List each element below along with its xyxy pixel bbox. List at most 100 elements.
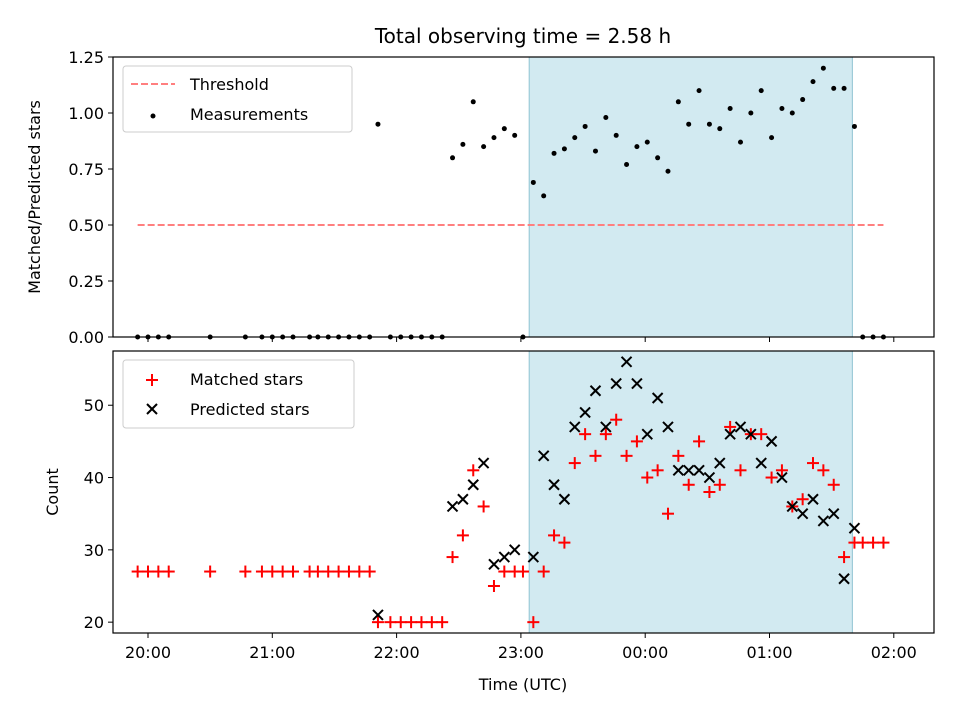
matched-star-point (446, 551, 459, 564)
predicted-star-point (807, 493, 819, 505)
predicted-star-point (828, 507, 840, 520)
matched-star-point (867, 536, 880, 549)
bottom-legend: Matched stars Predicted stars (122, 359, 355, 429)
measurement-point (551, 150, 557, 156)
predicted-star-point (488, 558, 500, 571)
matched-star-point (796, 493, 809, 506)
top-y-axis-label: Matched/Predicted stars (25, 100, 44, 294)
top-axes-frame (112, 56, 935, 338)
measurement-point (769, 135, 775, 141)
measurement-point (582, 123, 588, 129)
predicted-star-point (620, 356, 633, 368)
measurement-point (530, 179, 536, 185)
top-observing-window (528, 56, 853, 338)
matched-star-point (827, 478, 840, 491)
predicted-star-point (372, 609, 384, 621)
predicted-star-point (682, 464, 695, 477)
predicted-star-point (446, 500, 459, 513)
matched-star-point (734, 464, 747, 477)
legend-matched-label: Matched stars (190, 370, 303, 389)
legend-predicted-label: Predicted stars (190, 400, 310, 419)
measurement-point (665, 168, 671, 174)
matched-star-point (276, 565, 289, 578)
predicted-star-point (672, 464, 685, 477)
matched-star-point (537, 565, 550, 578)
bottom-axes-frame (112, 350, 935, 634)
measurement-point (491, 135, 497, 141)
matched-star-point (204, 565, 217, 578)
predicted-star-point (651, 392, 664, 404)
measurement-point (779, 106, 785, 112)
predicted-star-point (569, 421, 581, 433)
predicted-star-point (467, 479, 479, 491)
matched-star-point (322, 565, 335, 578)
matched-star-point (672, 449, 685, 462)
measurement-point (706, 121, 712, 127)
measurement-point (644, 139, 650, 145)
x-tick-label: 01:00 (746, 643, 792, 662)
x-tick-label: 02:00 (871, 643, 917, 662)
matched-star-point (620, 449, 633, 462)
measurement-point (541, 193, 547, 199)
bottom-y-axis-label: Count (43, 468, 62, 516)
x-tick-label: 21:00 (249, 643, 295, 662)
matched-star-point (363, 565, 376, 578)
matched-star-point (703, 486, 716, 498)
predicted-star-point (498, 551, 511, 563)
matched-star-point (353, 565, 366, 578)
matched-star-point (661, 507, 674, 520)
matched-star-point (487, 580, 500, 592)
predicted-star-point (838, 573, 850, 585)
measurement-point (820, 65, 826, 71)
legend-measurements-label: Measurements (190, 105, 308, 124)
measurement-point (512, 132, 518, 138)
measurement-point (841, 85, 847, 91)
matched-star-point (651, 464, 664, 477)
matched-star-point (142, 565, 154, 578)
predicted-star-point (745, 428, 757, 440)
matched-star-point (405, 616, 418, 629)
matched-star-point (693, 435, 706, 448)
top-y-tick-label: 0.75 (68, 160, 104, 179)
predicted-star-point (477, 457, 490, 469)
matched-star-point (255, 565, 268, 578)
matched-star-point (131, 565, 144, 578)
matched-star-point (765, 471, 778, 484)
matched-star-point (610, 413, 623, 426)
matched-star-point (558, 536, 571, 549)
predicted-star-point (817, 515, 830, 527)
chart-title: Total observing time = 2.58 h (374, 24, 671, 48)
predicted-star-point (755, 457, 767, 469)
measurement-point (831, 85, 837, 91)
predicted-star-point (714, 457, 726, 469)
x-tick-label: 22:00 (374, 643, 420, 662)
bottom-y-tick-label: 50 (84, 396, 104, 415)
measurement-point (634, 144, 640, 150)
top-y-tick-label: 1.25 (68, 48, 104, 67)
matched-star-point (436, 616, 449, 629)
measurement-point (696, 88, 702, 94)
matched-star-point (527, 616, 540, 629)
predicted-star-point (765, 435, 778, 448)
x-tick-label: 23:00 (498, 643, 544, 662)
matched-star-point (384, 616, 397, 629)
measurement-point (789, 110, 795, 116)
matched-star-point (332, 565, 345, 578)
measurement-point (810, 79, 816, 85)
top-y-tick-label: 0.25 (68, 272, 104, 291)
measurement-point (655, 155, 661, 161)
predicted-star-point (776, 471, 788, 484)
legend-predicted-swatch (146, 403, 158, 415)
matched-star-point (498, 565, 511, 578)
matched-star-point (287, 565, 300, 578)
measurement-point (561, 146, 567, 152)
matched-star-point (713, 478, 726, 491)
matched-star-point (724, 420, 737, 433)
x-tick-label: 20:00 (125, 643, 171, 662)
predicted-star-point (600, 421, 612, 433)
predicted-star-point (786, 500, 798, 513)
matched-star-point (838, 551, 851, 564)
measurement-point (758, 88, 764, 94)
legend-measurements-swatch (150, 113, 156, 119)
